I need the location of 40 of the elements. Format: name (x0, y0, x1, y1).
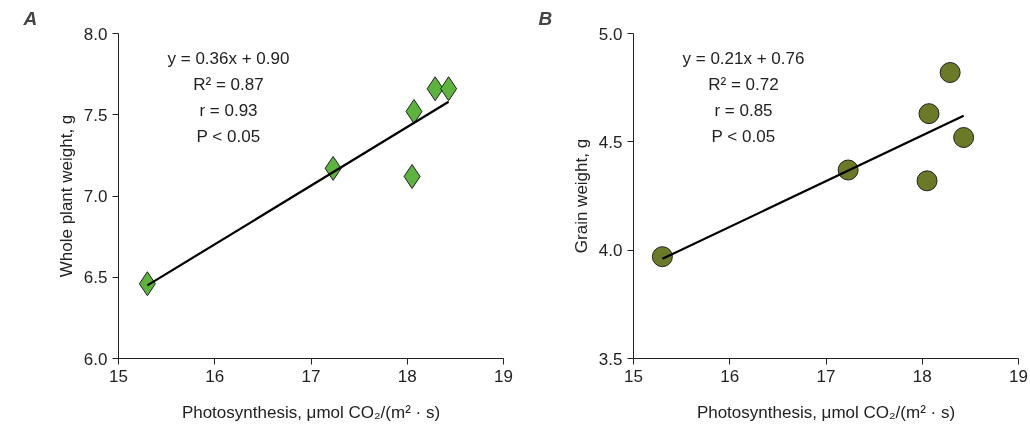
y-tick-label: 5.0 (598, 24, 623, 44)
x-tick-label: 15 (624, 366, 643, 386)
point (405, 99, 423, 124)
x-tick-label: 19 (494, 366, 513, 386)
x-tick-label: 16 (205, 366, 225, 386)
y-tick-label: 6.0 (83, 349, 108, 369)
x-tick-label: 18 (912, 366, 932, 386)
annotation: y = 0.36x + 0.90 (167, 49, 290, 68)
y-tick-label: 7.5 (83, 105, 108, 125)
annotation: P < 0.05 (711, 127, 776, 146)
y-tick-label: 8.0 (83, 24, 108, 44)
y-tick-label: 6.5 (83, 268, 108, 288)
chart-title: B (538, 7, 553, 29)
y-tick-label: 7.0 (83, 187, 108, 206)
point (939, 62, 961, 83)
x-tick-label: 16 (720, 366, 740, 386)
chart-title: A (22, 7, 38, 29)
point (918, 103, 940, 125)
x-axis-title: Photosynthesis, μmol CO₂/(m² · s) (181, 402, 441, 422)
annotation: R² = 0.87 (193, 75, 264, 94)
point (403, 164, 421, 189)
x-tick-label: 15 (109, 366, 128, 386)
point (953, 127, 975, 148)
point (651, 246, 673, 268)
annotation: y = 0.21x + 0.76 (682, 49, 805, 68)
y-axis-title: Grain weight, g (571, 138, 591, 254)
y-tick-label: 4.0 (598, 241, 623, 261)
y-tick-label: 4.5 (598, 132, 623, 152)
y-axis-title: Whole plant weight, g (56, 114, 76, 278)
x-tick-label: 17 (816, 366, 836, 386)
x-tick-label: 18 (397, 366, 417, 386)
x-tick-label: 17 (301, 366, 321, 386)
annotation: R² = 0.72 (708, 75, 779, 94)
x-tick-label: 19 (1009, 366, 1028, 386)
annotation: P < 0.05 (196, 127, 261, 146)
y-tick-label: 3.5 (598, 349, 623, 369)
annotation: r = 0.93 (199, 101, 258, 120)
point (916, 170, 938, 192)
annotation: r = 0.85 (714, 101, 773, 120)
x-axis-title: Photosynthesis, μmol CO₂/(m² · s) (696, 402, 956, 422)
